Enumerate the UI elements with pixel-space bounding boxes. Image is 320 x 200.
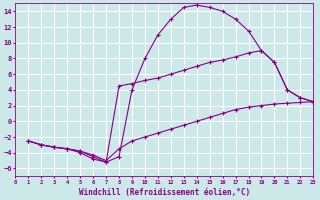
X-axis label: Windchill (Refroidissement éolien,°C): Windchill (Refroidissement éolien,°C) — [79, 188, 250, 197]
